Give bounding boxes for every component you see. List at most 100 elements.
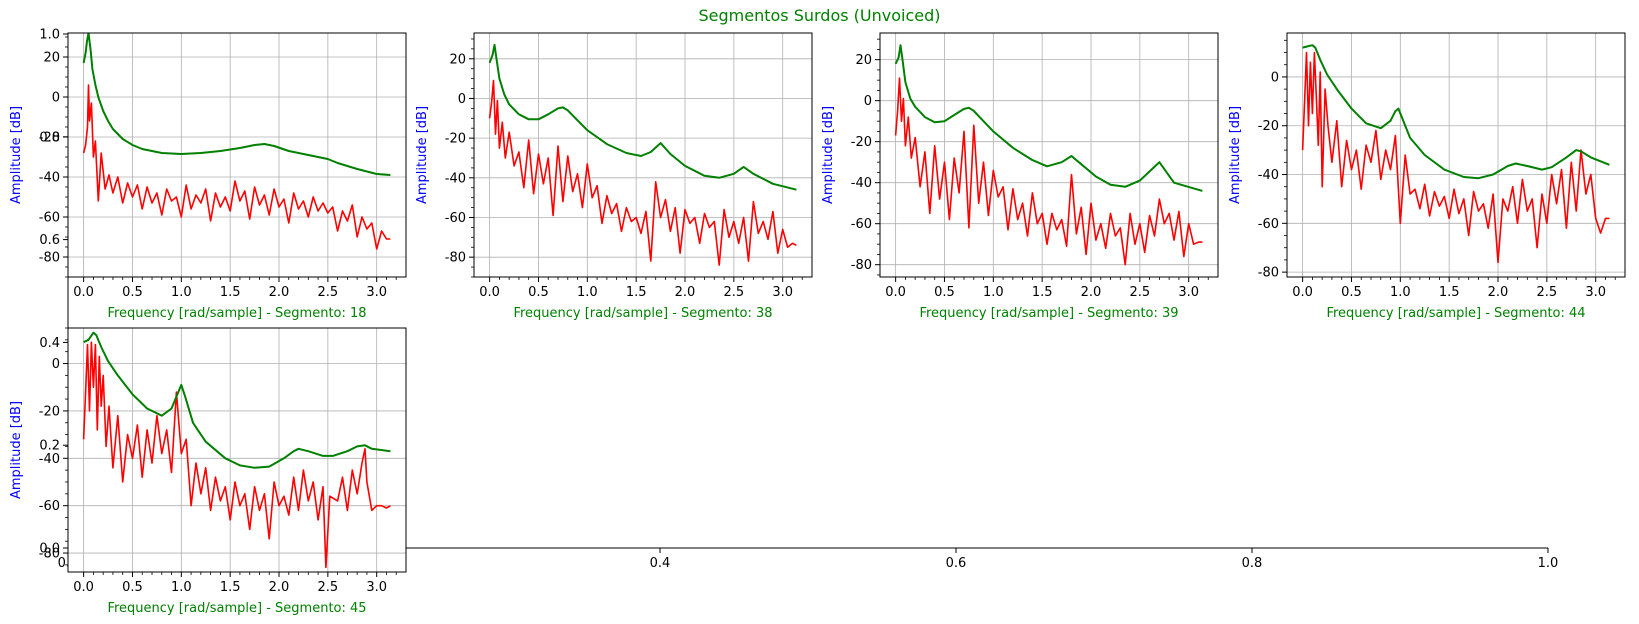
- x-tick-label: 2.5: [318, 285, 339, 300]
- y-tick-label: 0: [864, 94, 872, 109]
- background-x-tick-label: 0.4: [650, 556, 671, 571]
- y-tick-label: -80: [1258, 266, 1279, 281]
- y-tick-label: 20: [43, 51, 60, 66]
- y-tick-label: 0: [52, 91, 60, 106]
- y-tick-label: -20: [39, 131, 60, 146]
- spectrum-series-line: [488, 79, 797, 266]
- y-tick-label: 0: [458, 92, 466, 107]
- axes-frame: [879, 32, 1219, 278]
- background-y-tick-label: 0.6: [39, 233, 60, 248]
- y-tick-label: -40: [851, 176, 872, 191]
- x-tick-label: 1.0: [577, 285, 598, 300]
- y-tick-label: -60: [39, 499, 60, 514]
- axes-frame: [67, 32, 407, 278]
- x-tick-label: 3.0: [1178, 285, 1199, 300]
- x-axis-label: Frequency [rad/sample] - Segmento: 44: [1326, 306, 1585, 321]
- x-tick-label: 1.5: [1032, 285, 1053, 300]
- x-tick-label: 0.5: [122, 285, 143, 300]
- subplot-segment-18: 0.0 0.5 1.0 1.5 2.0 2.5 3.0 20 0 -20 -40 -60 -80 Freq…: [9, 32, 407, 321]
- spectrum-series-line: [1301, 51, 1610, 264]
- background-y-tick-label: 0.8: [39, 130, 60, 145]
- x-tick-label: 2.5: [1130, 285, 1151, 300]
- subplot-segment-38: 0.0 0.5 1.0 1.5 2.0 2.5 3.0 20 0 -20 -40 -60 -80 Freq…: [415, 32, 813, 321]
- y-tick-label: -20: [851, 135, 872, 150]
- y-tick-label: -40: [39, 171, 60, 186]
- y-tick-label: -40: [39, 452, 60, 467]
- y-tick-label: -40: [1258, 168, 1279, 183]
- x-tick-label: 0.0: [885, 285, 906, 300]
- x-tick-label: 1.0: [171, 580, 192, 595]
- subplot-segment-45: 0.0 0.5 1.0 1.5 2.0 2.5 3.0 0 -20 -40 -60 -80 Freque…: [9, 327, 407, 616]
- y-tick-label: -60: [39, 211, 60, 226]
- y-axis-label: Amplitude [dB]: [9, 401, 24, 499]
- x-tick-label: 1.5: [626, 285, 647, 300]
- axes-frame: [67, 327, 407, 573]
- x-tick-label: 2.0: [1081, 285, 1102, 300]
- plot-area: [68, 328, 406, 572]
- y-tick-label: -20: [445, 132, 466, 147]
- x-tick-label: 2.0: [269, 580, 290, 595]
- axes-frame: [1286, 32, 1626, 278]
- subplot-segment-44: 0.0 0.5 1.0 1.5 2.0 2.5 3.0 0 -20 -40 -60 -80 Freque…: [1228, 32, 1626, 321]
- plot-area: [68, 33, 406, 277]
- x-tick-label: 2.0: [269, 285, 290, 300]
- y-tick-label: 20: [855, 53, 872, 68]
- x-tick-label: 3.0: [772, 285, 793, 300]
- y-tick-label: -80: [39, 251, 60, 266]
- x-tick-label: 3.0: [366, 285, 387, 300]
- y-tick-label: -60: [445, 211, 466, 226]
- envelope-series-line: [83, 331, 391, 469]
- x-tick-label: 3.0: [366, 580, 387, 595]
- envelope-series-line: [894, 44, 1203, 192]
- x-axis-label: Frequency [rad/sample] - Segmento: 38: [513, 306, 772, 321]
- y-tick-label: -80: [445, 251, 466, 266]
- axes-frame: [473, 32, 813, 278]
- y-axis-label: Amplitude [dB]: [1228, 106, 1243, 204]
- x-tick-label: 1.5: [1439, 285, 1460, 300]
- y-tick-label: -80: [39, 547, 60, 562]
- x-tick-label: 0.0: [73, 580, 94, 595]
- subplot-segment-39: 0.0 0.5 1.0 1.5 2.0 2.5 3.0 20 0 -20 -40 -60 -80 Freq…: [821, 32, 1219, 321]
- background-x-tick-label: 1.0: [1538, 556, 1559, 571]
- background-y-tick-label: 0.2: [39, 439, 60, 454]
- envelope-series-line: [1302, 44, 1610, 180]
- y-tick-label: -40: [445, 171, 466, 186]
- background-y-tick-label: 1.0: [39, 28, 60, 43]
- x-axis-label: Frequency [rad/sample] - Segmento: 39: [919, 306, 1178, 321]
- x-tick-label: 1.5: [220, 285, 241, 300]
- y-tick-label: -60: [1258, 217, 1279, 232]
- x-tick-label: 2.5: [1537, 285, 1558, 300]
- y-axis-label: Amplitude [dB]: [9, 106, 24, 204]
- background-y-tick-label: 0.4: [39, 336, 60, 351]
- x-tick-label: 1.0: [171, 285, 192, 300]
- x-tick-label: 2.5: [318, 580, 339, 595]
- x-tick-label: 3.0: [1585, 285, 1606, 300]
- x-tick-label: 2.0: [1488, 285, 1509, 300]
- x-tick-label: 0.0: [73, 285, 94, 300]
- x-axis-label: Frequency [rad/sample] - Segmento: 45: [107, 601, 366, 616]
- background-x-tick-label: 0.8: [1242, 556, 1263, 571]
- spectrum-series-line: [82, 341, 391, 569]
- background-axes: 0.00.20.40.60.81.00.00.20.40.60.81.0: [39, 28, 1558, 572]
- plot-area: [1287, 33, 1625, 277]
- background-y-tick-label: 0.0: [39, 542, 60, 557]
- x-axis-label: Frequency [rad/sample] - Segmento: 18: [107, 306, 366, 321]
- x-tick-label: 0.5: [528, 285, 549, 300]
- x-tick-label: 0.5: [934, 285, 955, 300]
- y-tick-label: 0: [52, 357, 60, 372]
- y-tick-label: -20: [39, 404, 60, 419]
- x-tick-label: 0.5: [122, 580, 143, 595]
- x-tick-label: 0.0: [1292, 285, 1313, 300]
- figure-title: Segmentos Surdos (Unvoiced): [698, 6, 941, 25]
- background-x-tick-label: 0.6: [946, 556, 967, 571]
- x-tick-label: 2.0: [675, 285, 696, 300]
- plot-area: [880, 33, 1218, 277]
- y-axis-label: Amplitude [dB]: [821, 106, 836, 204]
- y-axis-label: Amplitude [dB]: [415, 106, 430, 204]
- envelope-series-line: [488, 43, 797, 191]
- x-tick-label: 1.5: [220, 580, 241, 595]
- envelope-series-line: [82, 33, 391, 176]
- y-tick-label: -60: [851, 217, 872, 232]
- y-tick-label: -20: [1258, 119, 1279, 134]
